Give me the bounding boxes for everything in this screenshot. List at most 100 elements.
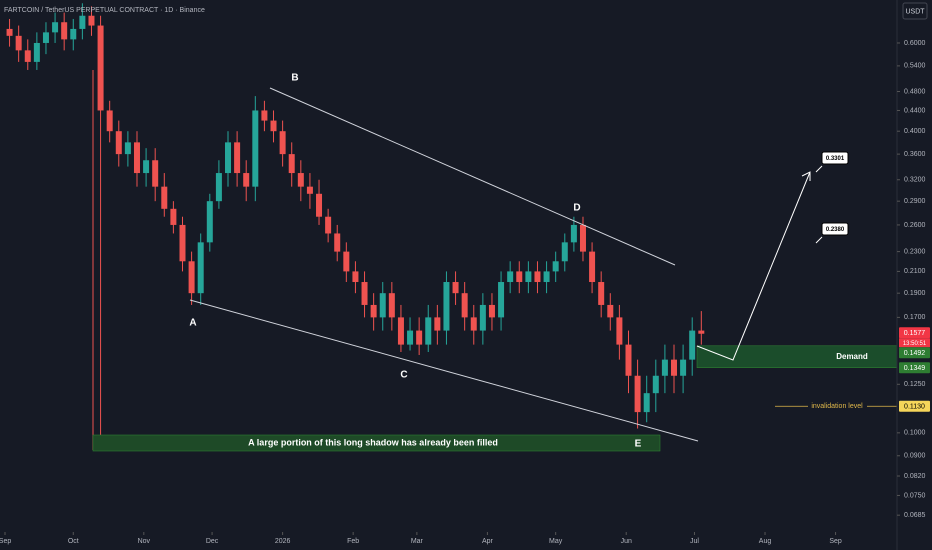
- target-label: 0.3301: [826, 156, 845, 162]
- header-title: FARTCOIN / TetherUS PERPETUAL CONTRACT ·…: [4, 7, 205, 14]
- demand-bottom: 0.1349: [904, 365, 926, 372]
- candle-body: [434, 317, 441, 331]
- candle-body: [279, 131, 286, 155]
- point-label: A: [189, 318, 196, 329]
- y-tick-label: 0.3200: [904, 177, 926, 184]
- x-tick-label: Aug: [759, 538, 772, 545]
- candle-body: [407, 330, 414, 345]
- candle-body: [534, 271, 541, 283]
- y-tick-label: 0.4800: [904, 88, 926, 95]
- shadow-note: A large portion of this long shadow has …: [248, 437, 498, 447]
- candle-body: [361, 282, 368, 305]
- currency-box: [902, 2, 928, 20]
- last-price-bg: [899, 327, 930, 339]
- countdown-bg: [899, 338, 930, 348]
- candle-body: [179, 224, 186, 262]
- candle-body: [88, 15, 95, 26]
- x-tick-label: Dec: [206, 538, 219, 545]
- point-label: D: [573, 203, 580, 214]
- candle-body: [143, 160, 150, 174]
- channel-lower: [189, 299, 699, 442]
- demand-bottom-bg: [899, 362, 930, 374]
- candle-body: [525, 271, 532, 283]
- x-tick-label: Apr: [482, 538, 494, 545]
- candle-body: [488, 304, 495, 318]
- candle-body: [552, 261, 559, 272]
- candle-body: [698, 330, 705, 334]
- x-tick-label: Jun: [621, 538, 632, 545]
- candle-body: [680, 359, 687, 376]
- candle-body: [197, 242, 204, 294]
- candle-body: [397, 317, 404, 345]
- x-tick-label: Mar: [411, 538, 424, 545]
- x-tick-label: Oct: [68, 538, 79, 545]
- candle-body: [516, 271, 523, 283]
- point-label: C: [400, 370, 407, 381]
- candle-body: [133, 142, 140, 174]
- candle-body: [325, 216, 332, 234]
- point-label: E: [635, 439, 642, 450]
- y-tick-label: 0.0900: [904, 453, 926, 460]
- candle-body: [288, 154, 295, 174]
- y-tick-label: 0.3600: [904, 151, 926, 158]
- currency: USDT: [905, 8, 925, 15]
- projection-arrowhead: [801, 171, 811, 181]
- candle-body: [671, 359, 678, 376]
- candle-body: [689, 330, 696, 360]
- candle-body: [661, 359, 668, 376]
- target-box: [821, 151, 849, 165]
- candle-body: [343, 251, 350, 272]
- candle-body: [106, 110, 113, 132]
- candle-body: [261, 110, 268, 121]
- candle-body: [416, 330, 423, 345]
- candle-body: [42, 32, 49, 43]
- invalidation-tag-bg: [899, 400, 930, 412]
- candle-body: [61, 22, 68, 40]
- x-tick-label: Jul: [690, 538, 699, 545]
- demand-label: Demand: [836, 352, 868, 361]
- target-label: 0.2380: [826, 227, 845, 233]
- candle-body: [452, 282, 459, 294]
- candle-body: [607, 304, 614, 318]
- y-tick-label: 0.1700: [904, 314, 926, 321]
- candle-body: [443, 282, 450, 331]
- candle-body: [507, 271, 514, 283]
- y-tick-label: 0.0820: [904, 473, 926, 480]
- candle-body: [616, 317, 623, 345]
- candle-body: [152, 160, 159, 187]
- candle-body: [379, 293, 386, 318]
- x-tick-label: 2026: [275, 538, 291, 545]
- y-tick-label: 0.6000: [904, 40, 926, 47]
- countdown: 13:50:51: [903, 341, 927, 347]
- candle-body: [234, 142, 241, 174]
- y-tick-label: 0.0685: [904, 512, 926, 519]
- candle-body: [470, 317, 477, 331]
- candle-body: [306, 186, 313, 194]
- y-tick-label: 0.4400: [904, 107, 926, 114]
- candle-body: [79, 15, 86, 29]
- candle-body: [561, 242, 568, 262]
- y-tick-label: 0.4000: [904, 128, 926, 135]
- candle-body: [625, 344, 632, 376]
- shadow-zone: [92, 434, 661, 452]
- candle-body: [334, 233, 341, 252]
- candle-body: [6, 28, 13, 36]
- candle-body: [225, 142, 232, 174]
- x-tick-label: May: [549, 538, 563, 545]
- x-tick-label: Sep: [829, 538, 842, 545]
- candle-body: [170, 208, 177, 225]
- candle-body: [52, 22, 59, 33]
- target-pointer: [815, 165, 823, 173]
- channel-upper: [269, 87, 676, 266]
- candle-body: [643, 393, 650, 413]
- candle-body: [270, 120, 277, 132]
- x-tick-label: Sep: [0, 538, 11, 545]
- demand-top-bg: [899, 347, 930, 359]
- projection: [696, 171, 811, 361]
- candle-body: [388, 293, 395, 318]
- y-tick-label: 0.5400: [904, 63, 926, 70]
- candle-body: [352, 271, 359, 283]
- candle-body: [124, 142, 131, 155]
